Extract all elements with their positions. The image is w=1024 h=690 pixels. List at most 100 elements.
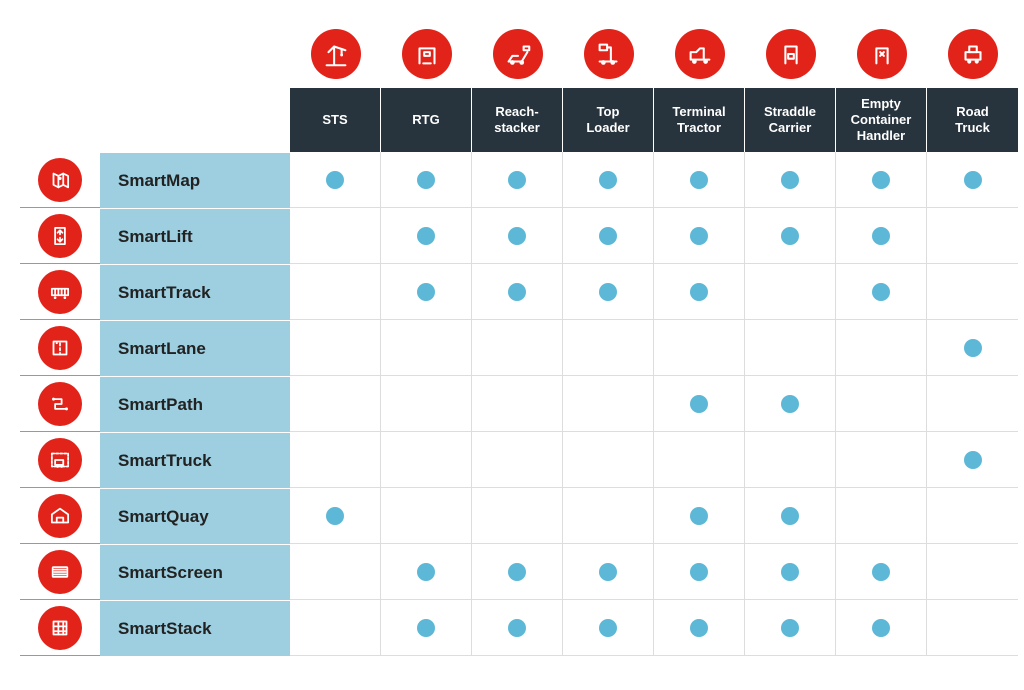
cell-smartlane-sts bbox=[290, 320, 381, 376]
row-label-smarttrack: SmartTrack bbox=[100, 264, 290, 320]
dot-icon bbox=[872, 227, 890, 245]
cell-smartscreen-straddle bbox=[745, 544, 836, 600]
cell-smarttrack-reach bbox=[472, 264, 563, 320]
row-label-text: SmartLane bbox=[118, 339, 206, 359]
cell-smartstack-tractor bbox=[654, 600, 745, 656]
quay-icon bbox=[38, 494, 82, 538]
map-icon bbox=[38, 158, 82, 202]
dot-icon bbox=[781, 171, 799, 189]
row-label-smartstack: SmartStack bbox=[100, 600, 290, 656]
column-icon-truck bbox=[927, 20, 1018, 88]
cell-smartlift-tractor bbox=[654, 208, 745, 264]
dot-icon bbox=[690, 395, 708, 413]
cell-smartlift-truck bbox=[927, 208, 1018, 264]
cell-smartmap-rtg bbox=[381, 152, 472, 208]
cell-smarttrack-tractor bbox=[654, 264, 745, 320]
row-label-smartpath: SmartPath bbox=[100, 376, 290, 432]
column-header-rtg: RTG bbox=[381, 88, 472, 152]
cell-smartquay-straddle bbox=[745, 488, 836, 544]
cell-smarttruck-toploader bbox=[563, 432, 654, 488]
cell-smartlane-tractor bbox=[654, 320, 745, 376]
lane-icon bbox=[38, 326, 82, 370]
cell-smartmap-reach bbox=[472, 152, 563, 208]
column-header-straddle: StraddleCarrier bbox=[745, 88, 836, 152]
row-label-smartlift: SmartLift bbox=[100, 208, 290, 264]
dot-icon bbox=[599, 563, 617, 581]
reachstacker-icon bbox=[493, 29, 543, 79]
stack-icon bbox=[38, 606, 82, 650]
dot-icon bbox=[326, 507, 344, 525]
cell-smartstack-toploader bbox=[563, 600, 654, 656]
row-icon-smartstack bbox=[20, 600, 100, 656]
cell-smartlift-reach bbox=[472, 208, 563, 264]
cell-smarttrack-rtg bbox=[381, 264, 472, 320]
cell-smarttruck-tractor bbox=[654, 432, 745, 488]
cell-smartquay-sts bbox=[290, 488, 381, 544]
screen-icon bbox=[38, 550, 82, 594]
cell-smartlane-reach bbox=[472, 320, 563, 376]
column-header-sts: STS bbox=[290, 88, 381, 152]
row-icon-smarttruck bbox=[20, 432, 100, 488]
row-label-text: SmartTruck bbox=[118, 451, 212, 471]
cell-smartscreen-rtg bbox=[381, 544, 472, 600]
truckrow-icon bbox=[38, 438, 82, 482]
cell-smartlane-straddle bbox=[745, 320, 836, 376]
cell-smarttruck-reach bbox=[472, 432, 563, 488]
spacer bbox=[20, 88, 100, 152]
path-icon bbox=[38, 382, 82, 426]
row-icon-smarttrack bbox=[20, 264, 100, 320]
column-header-label: StraddleCarrier bbox=[764, 104, 816, 137]
row-label-text: SmartStack bbox=[118, 619, 212, 639]
dot-icon bbox=[964, 451, 982, 469]
column-header-label: EmptyContainerHandler bbox=[851, 96, 912, 145]
cell-smartmap-truck bbox=[927, 152, 1018, 208]
cell-smartmap-ech bbox=[836, 152, 927, 208]
dot-icon bbox=[872, 171, 890, 189]
column-icon-reach bbox=[472, 20, 563, 88]
row-icon-smartlift bbox=[20, 208, 100, 264]
row-label-smartquay: SmartQuay bbox=[100, 488, 290, 544]
dot-icon bbox=[417, 619, 435, 637]
cell-smartpath-truck bbox=[927, 376, 1018, 432]
dot-icon bbox=[508, 563, 526, 581]
cell-smartstack-truck bbox=[927, 600, 1018, 656]
cell-smartmap-straddle bbox=[745, 152, 836, 208]
cell-smartpath-toploader bbox=[563, 376, 654, 432]
cell-smartscreen-reach bbox=[472, 544, 563, 600]
cell-smarttruck-rtg bbox=[381, 432, 472, 488]
row-icon-smartquay bbox=[20, 488, 100, 544]
row-label-text: SmartQuay bbox=[118, 507, 209, 527]
column-icon-straddle bbox=[745, 20, 836, 88]
row-icon-smartlane bbox=[20, 320, 100, 376]
toploader-icon bbox=[584, 29, 634, 79]
dot-icon bbox=[508, 171, 526, 189]
cell-smartlane-toploader bbox=[563, 320, 654, 376]
cell-smartpath-sts bbox=[290, 376, 381, 432]
dot-icon bbox=[964, 339, 982, 357]
cell-smarttruck-sts bbox=[290, 432, 381, 488]
row-label-smarttruck: SmartTruck bbox=[100, 432, 290, 488]
column-header-label: TopLoader bbox=[586, 104, 629, 137]
column-header-label: Reach-stacker bbox=[494, 104, 540, 137]
cell-smarttruck-straddle bbox=[745, 432, 836, 488]
cell-smartscreen-truck bbox=[927, 544, 1018, 600]
cell-smarttrack-toploader bbox=[563, 264, 654, 320]
dot-icon bbox=[690, 283, 708, 301]
dot-icon bbox=[690, 227, 708, 245]
cell-smartmap-toploader bbox=[563, 152, 654, 208]
column-header-label: STS bbox=[322, 112, 347, 128]
dot-icon bbox=[508, 619, 526, 637]
cell-smartpath-reach bbox=[472, 376, 563, 432]
cell-smartmap-tractor bbox=[654, 152, 745, 208]
cell-smartscreen-ech bbox=[836, 544, 927, 600]
cell-smartquay-ech bbox=[836, 488, 927, 544]
cell-smartlane-truck bbox=[927, 320, 1018, 376]
cell-smartpath-rtg bbox=[381, 376, 472, 432]
spacer bbox=[100, 20, 290, 88]
dot-icon bbox=[417, 563, 435, 581]
cell-smartquay-reach bbox=[472, 488, 563, 544]
cell-smartscreen-toploader bbox=[563, 544, 654, 600]
cell-smartquay-tractor bbox=[654, 488, 745, 544]
row-icon-smartpath bbox=[20, 376, 100, 432]
cell-smartstack-ech bbox=[836, 600, 927, 656]
